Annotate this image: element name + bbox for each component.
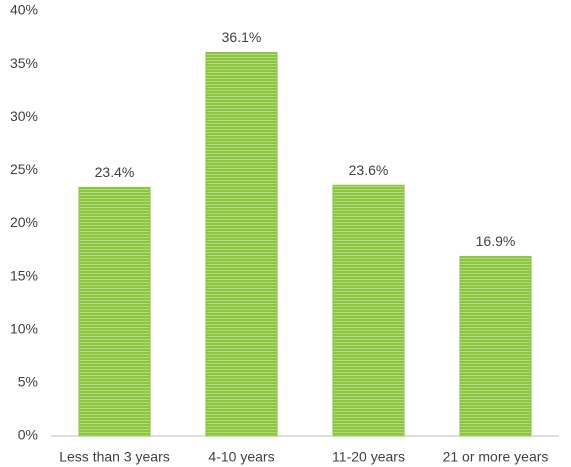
value-label: 16.9% xyxy=(476,233,516,249)
y-tick-label: 20% xyxy=(10,214,38,230)
y-tick-label: 10% xyxy=(10,320,38,336)
value-label: 36.1% xyxy=(222,29,262,45)
y-tick-label: 5% xyxy=(18,374,38,390)
bar xyxy=(332,184,405,437)
bar xyxy=(205,51,278,437)
x-tick-label: Less than 3 years xyxy=(59,449,170,465)
x-tick-label: 21 or more years xyxy=(443,449,549,465)
y-tick-label: 25% xyxy=(10,161,38,177)
y-tick-label: 35% xyxy=(10,55,38,71)
y-tick-label: 40% xyxy=(10,2,38,18)
bar xyxy=(459,255,532,437)
value-label: 23.4% xyxy=(95,164,135,180)
value-label: 23.6% xyxy=(349,162,389,178)
y-tick-label: 15% xyxy=(10,267,38,283)
x-tick-label: 4-10 years xyxy=(208,449,274,465)
x-tick-label: 11-20 years xyxy=(332,449,405,465)
y-tick-label: 30% xyxy=(10,108,38,124)
y-tick-label: 0% xyxy=(18,427,38,443)
bar xyxy=(78,186,151,437)
